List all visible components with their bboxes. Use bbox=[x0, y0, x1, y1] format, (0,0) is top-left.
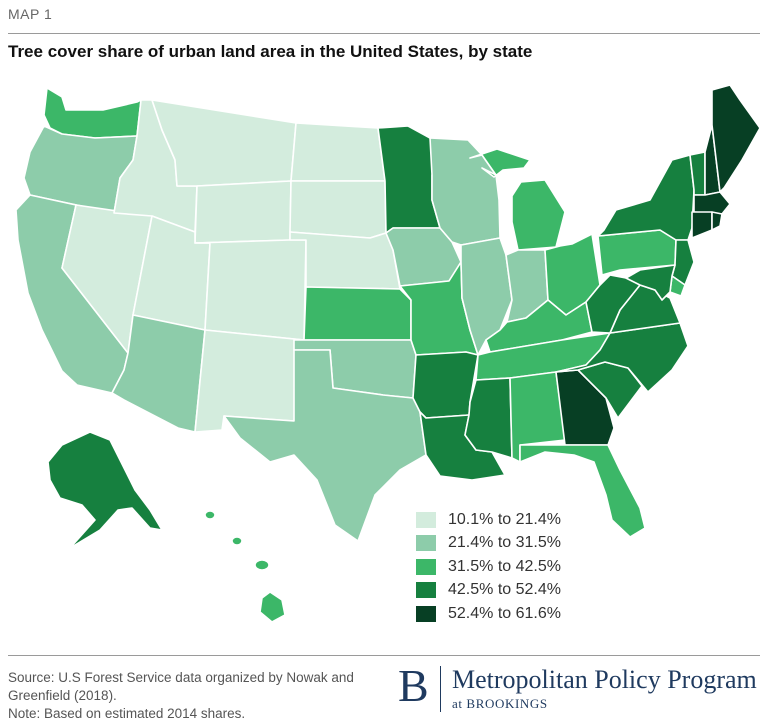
state-AK bbox=[47, 431, 163, 549]
legend-label: 42.5% to 52.4% bbox=[448, 581, 561, 599]
map-title: Tree cover share of urban land area in t… bbox=[8, 42, 533, 61]
legend-label: 10.1% to 21.4% bbox=[448, 510, 561, 528]
legend-label: 52.4% to 61.6% bbox=[448, 604, 561, 622]
legend-item: 10.1% to 21.4% bbox=[416, 508, 561, 532]
legend-item: 21.4% to 31.5% bbox=[416, 532, 561, 556]
state-WY bbox=[194, 180, 292, 244]
state-HI-oahu bbox=[231, 536, 243, 546]
brookings-logo-letter: B bbox=[398, 660, 429, 711]
us-choropleth-map bbox=[15, 84, 761, 623]
legend-label: 21.4% to 31.5% bbox=[448, 534, 561, 552]
map-legend: 10.1% to 21.4% 21.4% to 31.5% 31.5% to 4… bbox=[416, 508, 561, 626]
legend-item: 31.5% to 42.5% bbox=[416, 555, 561, 579]
program-name: Metropolitan Policy Program bbox=[452, 665, 757, 694]
state-FL bbox=[519, 444, 646, 538]
state-HI-big-island bbox=[259, 591, 286, 623]
legend-label: 31.5% to 42.5% bbox=[448, 557, 561, 575]
legend-swatch bbox=[416, 582, 436, 599]
source-line-2: Greenfield (2018). bbox=[8, 688, 117, 703]
state-CT bbox=[691, 211, 713, 239]
legend-swatch bbox=[416, 511, 436, 528]
top-rule bbox=[8, 33, 760, 34]
state-HI-maui bbox=[254, 559, 270, 571]
state-NE bbox=[289, 231, 401, 290]
state-TX bbox=[223, 349, 427, 542]
legend-swatch bbox=[416, 535, 436, 552]
state-MA bbox=[693, 191, 731, 215]
program-affiliation: at BROOKINGS bbox=[452, 696, 548, 711]
state-NC bbox=[555, 322, 689, 393]
state-SD bbox=[289, 180, 387, 239]
state-RI bbox=[711, 211, 723, 231]
map-kicker: MAP 1 bbox=[8, 6, 53, 22]
state-ND bbox=[290, 122, 386, 182]
state-HI-kauai bbox=[204, 510, 216, 520]
state-ME bbox=[711, 84, 761, 193]
brand-divider bbox=[440, 666, 441, 712]
state-NY bbox=[597, 154, 695, 241]
state-CO bbox=[194, 239, 307, 341]
legend-swatch bbox=[416, 558, 436, 575]
state-KS bbox=[303, 286, 412, 341]
state-MI bbox=[469, 148, 531, 178]
bottom-rule bbox=[8, 655, 760, 656]
state-MD bbox=[625, 264, 676, 301]
state-AR bbox=[412, 351, 479, 419]
footnote: Note: Based on estimated 2014 shares. bbox=[8, 706, 246, 721]
source-note: Source: U.S Forest Service data organize… bbox=[8, 669, 354, 723]
state-NM bbox=[194, 329, 305, 433]
state-MI-lower bbox=[511, 179, 566, 251]
legend-item: 52.4% to 61.6% bbox=[416, 602, 561, 626]
legend-item: 42.5% to 52.4% bbox=[416, 579, 561, 603]
state-WA bbox=[43, 87, 142, 139]
source-line-1: Source: U.S Forest Service data organize… bbox=[8, 670, 354, 685]
legend-swatch bbox=[416, 605, 436, 622]
